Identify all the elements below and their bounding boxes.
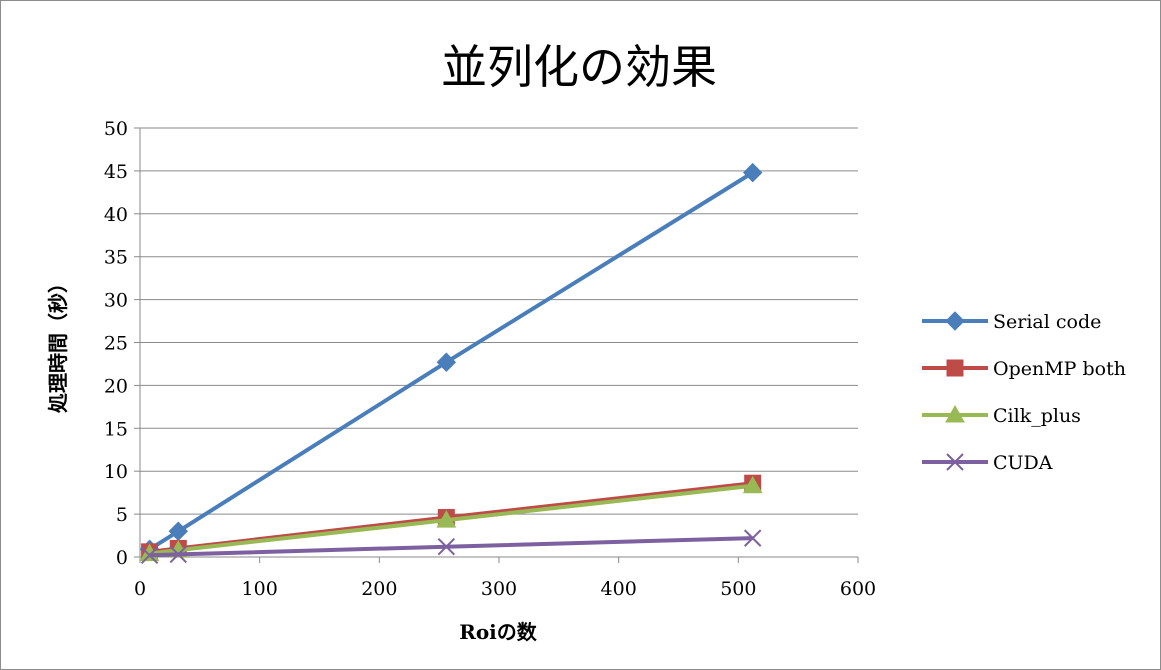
legend-item-serial-code: Serial code <box>922 311 1101 333</box>
x-axis-title: Roiの数 <box>459 620 538 644</box>
x-tick-label: 600 <box>840 578 876 600</box>
series-line-cuda <box>149 536 753 558</box>
legend-marker <box>945 404 965 423</box>
legend-item-openmp-both: OpenMP both <box>922 358 1126 380</box>
y-tick-label: 0 <box>116 547 128 569</box>
y-tick-label: 25 <box>104 333 128 355</box>
y-tick-label: 35 <box>104 247 128 269</box>
series-lines <box>139 162 763 564</box>
marker-stroke <box>169 545 188 564</box>
legend-marker <box>946 453 964 471</box>
y-tick-label: 50 <box>104 118 128 140</box>
legend-item-cuda: CUDA <box>922 452 1053 474</box>
grid-lines <box>140 127 858 515</box>
marker-stroke <box>743 529 762 547</box>
data-point-cilk-plus <box>436 510 457 528</box>
series-line-cilk-plus <box>149 483 753 556</box>
marker-stroke <box>946 453 964 471</box>
y-tick-label: 30 <box>104 290 128 312</box>
legend: Serial code OpenMP both Cilk_plus CUDA <box>922 311 1126 474</box>
x-tick-label: 100 <box>242 578 278 600</box>
data-point-cilk-plus <box>742 475 763 494</box>
legend-marker <box>946 359 964 377</box>
y-tick-label: 20 <box>104 375 128 397</box>
chart-title: 並列化の効果 <box>441 40 717 94</box>
series-serial-code <box>139 162 763 559</box>
marker-stroke <box>437 537 456 556</box>
legend-label: OpenMP both <box>993 358 1126 380</box>
y-tick-label: 40 <box>104 204 128 226</box>
data-point-cuda <box>437 537 456 556</box>
y-tick-label: 10 <box>104 461 128 483</box>
data-point-serial-code <box>742 162 763 183</box>
data-point-serial-code <box>436 352 457 372</box>
legend-label: Serial code <box>993 311 1101 333</box>
legend-item-cilk-plus: Cilk_plus <box>922 404 1081 427</box>
series-cuda <box>140 529 762 564</box>
data-point-cuda <box>169 545 188 564</box>
y-tick-label: 45 <box>104 161 128 183</box>
legend-label: Cilk_plus <box>993 405 1081 427</box>
axes <box>134 127 859 563</box>
y-tick-label: 5 <box>116 504 128 526</box>
legend-marker <box>945 311 965 331</box>
marker-stroke <box>140 546 159 564</box>
x-tick-label: 300 <box>481 578 517 600</box>
x-tick-label: 0 <box>134 578 146 600</box>
y-tick-label: 15 <box>104 418 128 440</box>
x-tick-label: 400 <box>601 578 637 600</box>
x-tick-label: 500 <box>720 578 756 600</box>
series-line-serial-code <box>148 170 754 551</box>
x-tick-label: 200 <box>361 578 397 600</box>
data-point-cuda <box>140 546 159 564</box>
data-point-cuda <box>743 529 762 547</box>
legend-label: CUDA <box>993 452 1053 474</box>
y-axis-title: 処理時間（秒） <box>46 273 70 413</box>
